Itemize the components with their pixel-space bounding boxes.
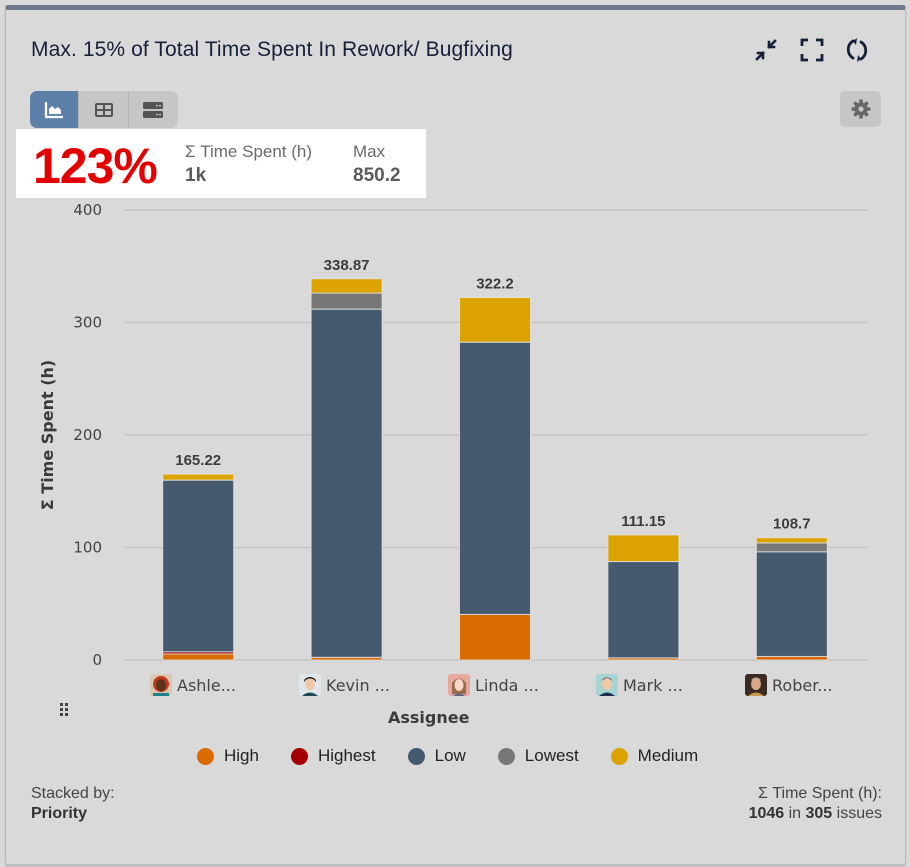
bar-segment-low[interactable] bbox=[162, 479, 235, 653]
bar-segment-medium[interactable] bbox=[310, 278, 383, 294]
bar-segment-low[interactable] bbox=[755, 551, 828, 657]
x-axis-title: Assignee bbox=[388, 708, 470, 727]
fullscreen-icon[interactable] bbox=[799, 37, 825, 63]
bar-total-label: 111.15 bbox=[621, 513, 665, 530]
legend-label: Lowest bbox=[524, 746, 579, 765]
legend-item-highest[interactable]: Highest bbox=[290, 746, 376, 766]
stacked-by-value: Priority bbox=[31, 805, 88, 822]
x-label-text: Rober... bbox=[772, 675, 833, 695]
issues-count: 305 bbox=[805, 805, 833, 822]
legend-label: High bbox=[224, 746, 259, 765]
bar-segment-low[interactable] bbox=[310, 308, 383, 658]
area-chart-icon bbox=[45, 101, 64, 118]
bar-segment-medium[interactable] bbox=[755, 537, 828, 544]
legend-item-lowest[interactable]: Lowest bbox=[497, 746, 579, 766]
issues-text: issues bbox=[832, 805, 882, 822]
x-label-text: Kevin ... bbox=[326, 675, 390, 695]
table-icon bbox=[94, 102, 113, 117]
bar-total-label: 322.2 bbox=[476, 276, 514, 293]
y-tick-label: 200 bbox=[73, 426, 102, 444]
sum-summary: Σ Time Spent (h): 1046 in 305 issues bbox=[749, 784, 882, 824]
avatar-kevin bbox=[299, 674, 321, 696]
legend-item-medium[interactable]: Medium bbox=[610, 746, 699, 766]
collapse-icon[interactable] bbox=[753, 37, 779, 63]
sum-value: 1046 bbox=[748, 805, 785, 822]
y-tick-label: 0 bbox=[92, 651, 102, 669]
kpi-max-value: 850.2 bbox=[353, 165, 401, 186]
drag-handle-icon[interactable] bbox=[58, 701, 70, 717]
kpi-max-label: Max bbox=[353, 142, 386, 161]
kpi-sum-value: 1k bbox=[185, 165, 207, 186]
view-toggle-group bbox=[30, 91, 178, 128]
bar-segment-medium[interactable] bbox=[607, 534, 680, 563]
list-icon bbox=[143, 101, 164, 118]
y-tick-label: 300 bbox=[73, 314, 102, 332]
avatar-ashley bbox=[150, 674, 172, 696]
table-view-button[interactable] bbox=[79, 91, 129, 128]
legend-label: Low bbox=[434, 746, 466, 765]
stacked-by-info: Stacked by: Priority bbox=[31, 784, 115, 824]
x-label-mark[interactable]: Mark ... bbox=[596, 674, 683, 696]
bar-segment-low[interactable] bbox=[607, 561, 680, 659]
legend-swatch-highest bbox=[290, 747, 308, 765]
gadget-title: Max. 15% of Total Time Spent In Rework/ … bbox=[31, 38, 513, 61]
bar-segment-medium[interactable] bbox=[162, 473, 235, 481]
bar-segment-lowest[interactable] bbox=[310, 292, 383, 310]
x-label-text: Ashle... bbox=[177, 675, 236, 695]
bar-total-labels: 165.22 338.87 322.2 111.15 108.7 bbox=[175, 257, 810, 533]
legend-swatch-lowest bbox=[497, 747, 515, 765]
x-label-robert[interactable]: Rober... bbox=[745, 674, 833, 696]
bar-total-label: 108.7 bbox=[773, 516, 811, 533]
avatar-mark bbox=[596, 674, 618, 696]
x-label-kevin[interactable]: Kevin ... bbox=[299, 674, 390, 696]
sum-label: Σ Time Spent (h): bbox=[758, 785, 882, 802]
sum-in-text: in bbox=[784, 805, 806, 822]
legend-label: Highest bbox=[317, 746, 376, 765]
bar-segment-medium[interactable] bbox=[459, 297, 531, 343]
refresh-icon[interactable] bbox=[844, 37, 870, 63]
bar-segment-low[interactable] bbox=[459, 341, 531, 615]
y-tick-label: 400 bbox=[73, 201, 102, 219]
y-tick-labels: 0 100 200 300 400 bbox=[73, 201, 102, 669]
legend-swatch-high bbox=[197, 747, 214, 765]
list-view-button[interactable] bbox=[129, 91, 178, 128]
y-tick-label: 100 bbox=[73, 539, 102, 557]
legend-swatch-medium bbox=[610, 747, 628, 765]
bar-segment-high[interactable] bbox=[162, 653, 235, 661]
settings-button[interactable] bbox=[840, 91, 881, 127]
avatar-linda bbox=[448, 674, 470, 696]
bar-segment-high[interactable] bbox=[459, 613, 531, 661]
kpi-percent: 123% bbox=[33, 138, 158, 194]
y-axis-title: Σ Time Spent (h) bbox=[38, 360, 57, 510]
bar-segment-lowest[interactable] bbox=[755, 542, 828, 553]
bars bbox=[162, 278, 828, 661]
legend-item-low[interactable]: Low bbox=[407, 746, 466, 766]
avatar-robert bbox=[745, 674, 767, 696]
bar-segment-high[interactable] bbox=[755, 655, 828, 661]
kpi-panel: 123% Σ Time Spent (h) 1k Max 850.2 bbox=[16, 129, 426, 198]
x-label-ashley[interactable]: Ashle... bbox=[150, 674, 236, 696]
legend-item-high[interactable]: High bbox=[197, 746, 259, 766]
bar-total-label: 165.22 bbox=[175, 452, 221, 469]
chart-legend: High Highest Low Lowest Medium bbox=[197, 746, 698, 766]
x-label-text: Mark ... bbox=[623, 675, 683, 695]
stacked-by-label: Stacked by: bbox=[31, 785, 115, 802]
x-label-text: Linda ... bbox=[475, 675, 539, 695]
kpi-sum-label: Σ Time Spent (h) bbox=[185, 142, 313, 161]
chart-view-button[interactable] bbox=[30, 91, 80, 128]
legend-swatch-low bbox=[407, 747, 425, 765]
x-label-linda[interactable]: Linda ... bbox=[448, 674, 539, 696]
gear-icon bbox=[851, 99, 870, 119]
bar-total-label: 338.87 bbox=[324, 257, 370, 274]
legend-label: Medium bbox=[637, 746, 699, 765]
